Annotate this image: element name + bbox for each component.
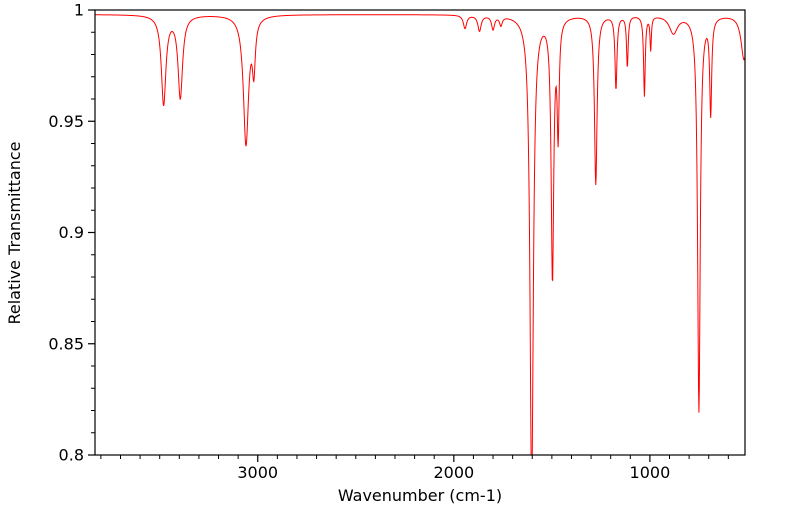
y-tick-label: 0.85 (48, 334, 84, 353)
y-tick-label: 0.8 (59, 446, 84, 465)
y-tick-label: 1 (74, 1, 84, 20)
spectrum-trace (95, 14, 746, 456)
x-axis-title: Wavenumber (cm-1) (338, 486, 502, 505)
y-tick-label: 0.9 (59, 223, 84, 242)
minor-ticks (91, 31, 729, 459)
y-axis-title: Relative Transmittance (5, 141, 24, 324)
tick-labels: 3000 2000 1000 1 0.95 0.9 0.85 0.8 (48, 1, 670, 483)
x-tick-label: 2000 (433, 463, 474, 482)
x-tick-label: 3000 (237, 463, 278, 482)
major-ticks (88, 9, 651, 462)
plot-border (94, 9, 746, 456)
y-tick-label: 0.95 (48, 112, 84, 131)
x-tick-label: 1000 (630, 463, 671, 482)
